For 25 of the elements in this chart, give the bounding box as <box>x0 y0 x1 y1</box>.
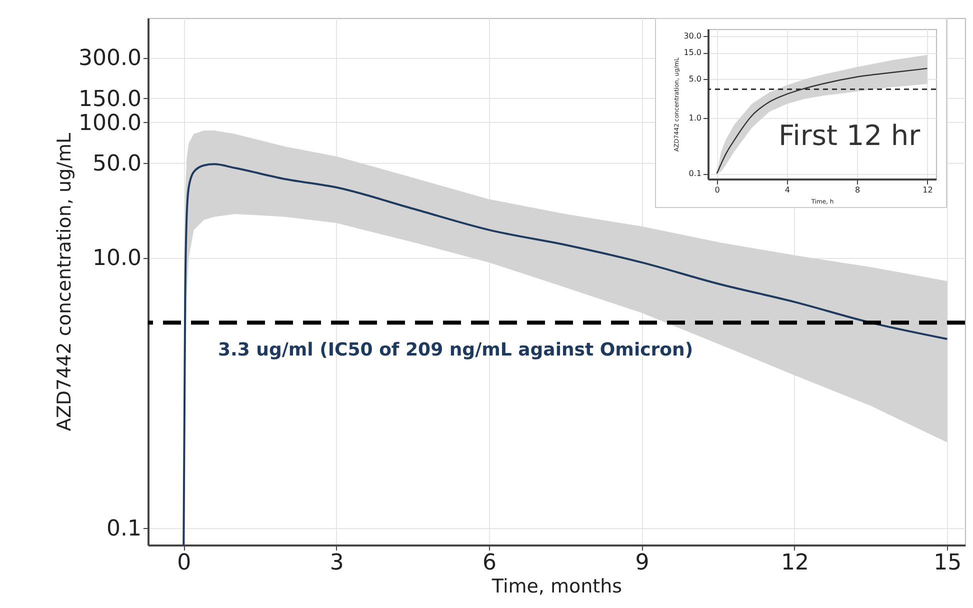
y-tick-label: 100.0 <box>78 110 142 136</box>
x-tick-label: 15 <box>934 550 962 576</box>
x-tick-label: 4 <box>784 186 790 194</box>
x-tick-label: 8 <box>855 186 860 194</box>
y-tick-label: 50.0 <box>92 152 142 176</box>
y-tick-label: 10.0 <box>92 246 142 272</box>
y-tick-label: 0.1 <box>106 516 142 542</box>
y-tick-label: 30.0 <box>684 31 702 40</box>
y-tick-label: 15.0 <box>684 48 702 58</box>
ref-line-label: 3.3 ug/ml (IC50 of 209 ng/mL against Omicron) <box>218 340 694 361</box>
x-axis-title: Time, months <box>490 576 622 598</box>
annotation: First 12 hr <box>778 119 921 152</box>
y-tick-label: 0.1 <box>688 169 702 178</box>
x-tick-label: 3 <box>330 550 344 576</box>
y-axis-title: AZD7442 concentration, ug/mL <box>54 132 76 432</box>
x-tick-label: 0 <box>714 186 720 194</box>
y-tick-label: 300.0 <box>78 46 142 72</box>
y-tick-label: 150.0 <box>78 86 142 112</box>
x-tick-label: 12 <box>780 550 809 576</box>
x-tick-label: 0 <box>177 550 192 576</box>
x-tick-label: 12 <box>922 186 933 194</box>
x-tick-label: 6 <box>482 550 497 576</box>
x-tick-label: 9 <box>635 550 650 576</box>
y-tick-label: 5.0 <box>688 74 702 84</box>
y-tick-label: 1.0 <box>688 114 702 123</box>
